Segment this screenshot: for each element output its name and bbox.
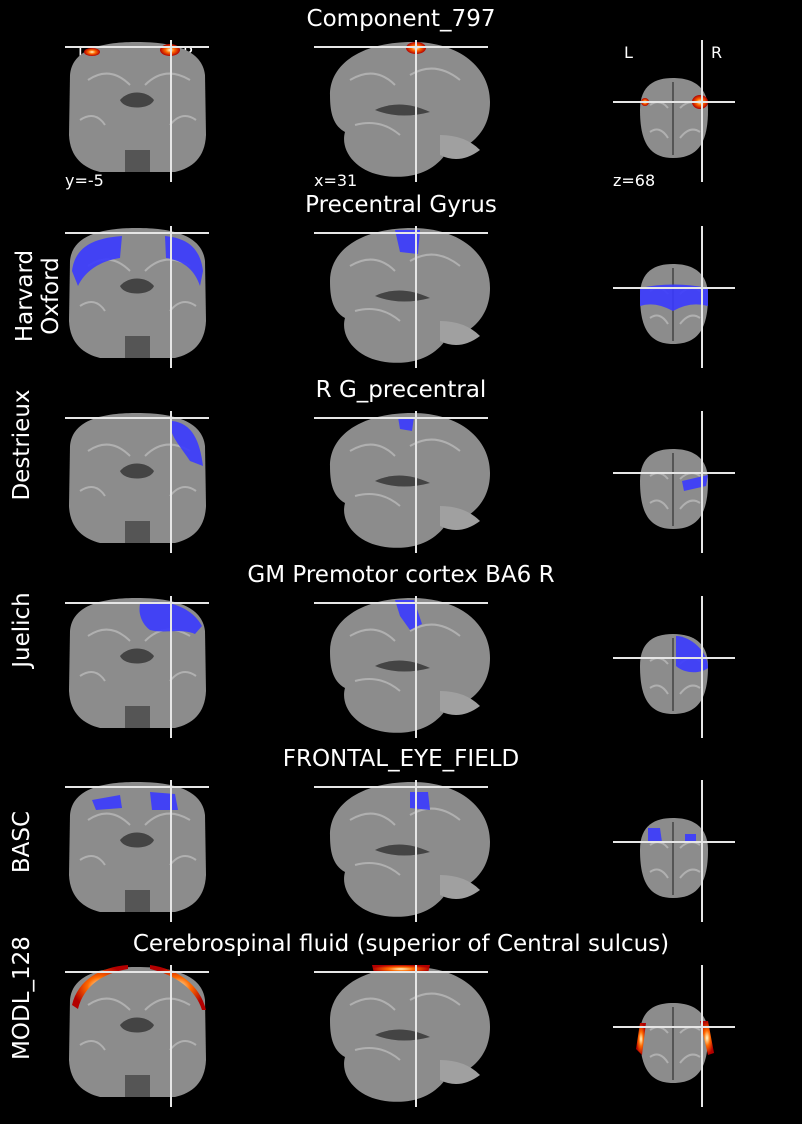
coronal-gyri [79,72,197,126]
right-marker-axial: R [711,43,723,62]
sagittal-gyri [349,67,461,136]
coord-z-label: z=68 [613,171,656,190]
atlas-region-4-0 [92,795,122,810]
brain-views-row-4 [65,780,735,922]
row-title-basc: FRONTAL_EYE_FIELD [282,746,520,772]
row-title-harvard-oxford: Precentral Gyrus [305,192,497,218]
heat-overlay-5-3 [636,1023,646,1055]
coronal-brainstem [125,521,150,543]
sagittal-gyri [349,807,461,876]
atlas-region-4-4 [685,834,696,842]
coronal-ventricles [120,278,154,294]
brain-views-row-0 [65,40,735,182]
sagittal-cerebellum [440,506,480,530]
brain-views-row-2 [65,411,735,553]
heat-overlay-5-0 [72,965,128,1009]
atlas-region-1-2 [395,230,420,254]
coord-y-label: y=-5 [65,171,104,190]
sagittal-gyri [349,438,461,507]
brain-views-row-1 [65,226,735,368]
atlas-region-1-3 [640,284,708,311]
sagittal-cerebellum [440,321,480,345]
row-title-juelich: GM Premotor cortex BA6 R [247,562,555,588]
coronal-gyri [79,812,197,866]
coronal-brainstem [125,706,150,728]
sagittal-gyri [349,992,461,1061]
coord-x-label: x=31 [314,171,358,190]
coronal-gyri [79,443,197,497]
brain-views-row-5 [65,965,735,1107]
coronal-brainstem [125,1075,150,1097]
coronal-brainstem [125,150,150,172]
brain-views-row-3 [65,596,735,738]
atlas-region-4-3 [648,828,662,842]
heat-overlay-5-4 [700,1021,714,1055]
row-title-modl-128: Cerebrospinal fluid (superior of Central… [132,931,670,957]
coronal-brainstem [125,336,150,358]
atlas-region-1-0 [72,236,122,286]
coronal-gyri [79,997,197,1051]
atlas-region-1-1 [165,236,203,286]
atlas-region-4-1 [150,792,178,810]
coronal-ventricles [120,92,154,108]
sagittal-gyri [349,623,461,692]
sagittal-cerebellum [440,1060,480,1084]
sagittal-cerebellum [440,691,480,715]
coronal-ventricles [120,1017,154,1033]
figure-title: Component_797 [306,6,496,32]
left-marker-coronal: L [78,43,87,62]
heat-overlay-0-1 [84,48,100,56]
atlas-region-2-0 [172,421,203,466]
row-title-destrieux: R G_precentral [315,377,487,403]
sagittal-cerebellum [440,135,480,159]
sagittal-gyri [349,253,461,322]
atlas-region-2-1 [398,417,414,431]
coronal-brainstem [125,890,150,912]
heat-overlay-5-1 [150,965,206,1010]
sagittal-cerebellum [440,875,480,899]
coronal-ventricles [120,832,154,848]
atlas-region-3-2 [676,636,708,673]
atlas-region-4-2 [410,792,430,810]
left-marker-axial: L [624,43,633,62]
coronal-ventricles [120,463,154,479]
coronal-ventricles [120,648,154,664]
